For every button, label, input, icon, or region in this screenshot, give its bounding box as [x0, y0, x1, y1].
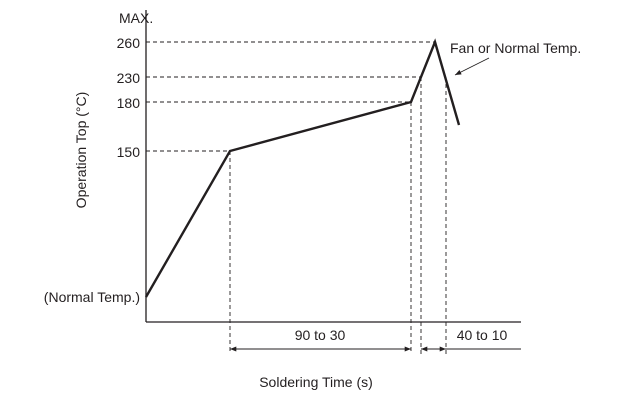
y-tick-180: 180: [117, 95, 141, 111]
x-axis-title: Soldering Time (s): [259, 374, 373, 390]
preheat-duration-label: 90 to 30: [295, 327, 346, 343]
y-base-label: (Normal Temp.): [44, 289, 140, 305]
y-axis-title: Operation Top (°C): [73, 92, 89, 209]
cooling-label: Fan or Normal Temp.: [450, 40, 581, 56]
temperature-profile-line: [144, 38, 461, 298]
y-tick-230: 230: [117, 70, 141, 86]
y-tick-260: 260: [117, 35, 141, 51]
y-max-label: MAX.: [119, 10, 153, 26]
y-tick-150: 150: [117, 144, 141, 160]
cooling-leader-arrow: [454, 57, 490, 76]
reflow-duration-label: 40 to 10: [457, 327, 508, 343]
